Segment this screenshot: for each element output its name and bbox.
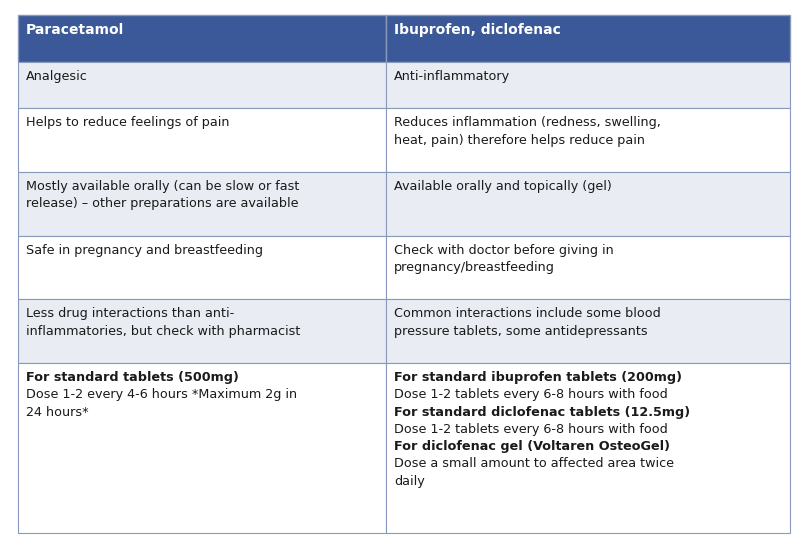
Bar [386,299,790,363]
Text: release) – other preparations are available: release) – other preparations are availa… [26,197,298,210]
Text: Check with doctor before giving in: Check with doctor before giving in [394,244,614,257]
Text: For standard diclofenac tablets (12.5mg): For standard diclofenac tablets (12.5mg) [394,406,690,419]
Text: inflammatories, but check with pharmacist: inflammatories, but check with pharmacis… [26,325,301,338]
Text: Common interactions include some blood: Common interactions include some blood [394,307,661,321]
Text: For standard tablets (500mg): For standard tablets (500mg) [26,371,239,384]
Text: For standard ibuprofen tablets (200mg): For standard ibuprofen tablets (200mg) [394,371,682,384]
Text: Anti-inflammatory: Anti-inflammatory [394,70,511,83]
Text: Reduces inflammation (redness, swelling,: Reduces inflammation (redness, swelling, [394,116,661,129]
Bar [18,236,386,299]
Text: Dose 1-2 tablets every 6-8 hours with food: Dose 1-2 tablets every 6-8 hours with fo… [394,389,668,402]
Bar [18,172,386,236]
Bar [386,62,790,109]
Text: pressure tablets, some antidepressants: pressure tablets, some antidepressants [394,325,648,338]
Bar [386,15,790,62]
Text: Less drug interactions than anti-: Less drug interactions than anti- [26,307,234,321]
Text: Paracetamol: Paracetamol [26,23,124,37]
Text: Safe in pregnancy and breastfeeding: Safe in pregnancy and breastfeeding [26,244,263,257]
Bar [386,109,790,172]
Bar [18,363,386,533]
Bar [386,363,790,533]
Text: Dose a small amount to affected area twice: Dose a small amount to affected area twi… [394,458,674,470]
Text: Helps to reduce feelings of pain: Helps to reduce feelings of pain [26,116,229,129]
Bar [18,15,386,62]
Text: heat, pain) therefore helps reduce pain: heat, pain) therefore helps reduce pain [394,134,646,147]
Text: Analgesic: Analgesic [26,70,88,83]
Text: Ibuprofen, diclofenac: Ibuprofen, diclofenac [394,23,561,37]
Text: 24 hours*: 24 hours* [26,406,89,419]
Text: Available orally and topically (gel): Available orally and topically (gel) [394,180,612,193]
Bar [18,62,386,109]
Text: daily: daily [394,475,425,488]
Bar [18,299,386,363]
Text: Dose 1-2 tablets every 6-8 hours with food: Dose 1-2 tablets every 6-8 hours with fo… [394,423,668,436]
Bar [386,236,790,299]
Bar [386,172,790,236]
Text: For diclofenac gel (Voltaren OsteoGel): For diclofenac gel (Voltaren OsteoGel) [394,440,671,453]
Text: Mostly available orally (can be slow or fast: Mostly available orally (can be slow or … [26,180,300,193]
Text: Dose 1-2 every 4-6 hours *Maximum 2g in: Dose 1-2 every 4-6 hours *Maximum 2g in [26,389,297,402]
Bar [18,109,386,172]
Text: pregnancy/breastfeeding: pregnancy/breastfeeding [394,261,555,274]
